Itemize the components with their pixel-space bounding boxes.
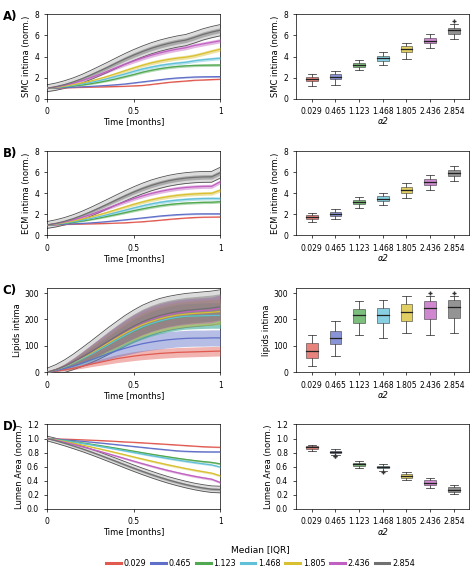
Legend: 0.029, 0.465, 1.123, 1.468, 1.805, 2.436, 2.854: 0.029, 0.465, 1.123, 1.468, 1.805, 2.436… xyxy=(103,542,418,571)
Bar xyxy=(448,300,460,318)
Y-axis label: Lumen Area (norm.): Lumen Area (norm.) xyxy=(15,424,24,509)
Bar xyxy=(377,308,389,323)
Bar xyxy=(424,38,436,43)
Text: C): C) xyxy=(2,283,17,297)
X-axis label: Time [months]: Time [months] xyxy=(103,117,164,126)
Bar xyxy=(353,200,365,204)
Text: A): A) xyxy=(2,10,17,23)
X-axis label: Time [months]: Time [months] xyxy=(103,391,164,400)
Bar xyxy=(424,480,436,485)
Y-axis label: lipids intima: lipids intima xyxy=(262,304,271,356)
Bar xyxy=(306,215,318,219)
Y-axis label: Lumen Area (norm.): Lumen Area (norm.) xyxy=(264,424,273,509)
X-axis label: α2: α2 xyxy=(377,528,388,536)
Y-axis label: ECM intima (norm.): ECM intima (norm.) xyxy=(272,152,281,234)
Bar xyxy=(448,28,460,34)
X-axis label: α2: α2 xyxy=(377,391,388,400)
Bar xyxy=(448,487,460,492)
Bar xyxy=(329,212,341,216)
X-axis label: α2: α2 xyxy=(377,254,388,263)
Bar xyxy=(401,474,412,478)
Text: B): B) xyxy=(2,147,17,160)
Bar xyxy=(353,309,365,323)
Bar xyxy=(353,63,365,67)
Bar xyxy=(329,331,341,344)
Bar xyxy=(329,451,341,453)
Text: D): D) xyxy=(2,420,18,434)
Bar xyxy=(424,178,436,185)
Bar xyxy=(306,343,318,358)
Bar xyxy=(401,304,412,321)
Bar xyxy=(401,187,412,193)
Bar xyxy=(424,301,436,320)
X-axis label: α2: α2 xyxy=(377,117,388,126)
Bar xyxy=(306,446,318,448)
Y-axis label: SMC intima (norm.): SMC intima (norm.) xyxy=(22,16,31,97)
Bar xyxy=(377,56,389,61)
Bar xyxy=(448,170,460,176)
Bar xyxy=(377,196,389,201)
Bar xyxy=(329,74,341,79)
Y-axis label: ECM intima (norm.): ECM intima (norm.) xyxy=(22,152,31,234)
Y-axis label: Lipids intima: Lipids intima xyxy=(13,303,22,357)
X-axis label: Time [months]: Time [months] xyxy=(103,528,164,536)
Y-axis label: SMC intima (norm.): SMC intima (norm.) xyxy=(272,16,281,97)
Bar xyxy=(306,77,318,81)
Bar xyxy=(401,46,412,52)
Bar xyxy=(377,466,389,469)
X-axis label: Time [months]: Time [months] xyxy=(103,254,164,263)
Bar xyxy=(353,463,365,466)
